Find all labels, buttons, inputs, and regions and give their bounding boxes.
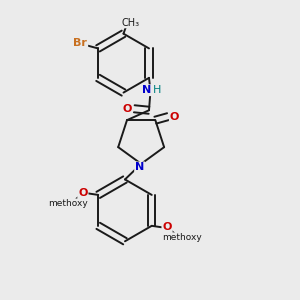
- Text: O: O: [78, 188, 88, 198]
- Text: H: H: [153, 85, 161, 95]
- Text: O: O: [162, 222, 172, 232]
- Text: Br: Br: [74, 38, 87, 47]
- Text: methoxy: methoxy: [48, 199, 88, 208]
- Text: N: N: [135, 162, 144, 172]
- Text: CH₃: CH₃: [122, 17, 140, 28]
- Text: N: N: [142, 85, 152, 95]
- Text: methoxy: methoxy: [163, 233, 202, 242]
- Text: O: O: [170, 112, 179, 122]
- Text: O: O: [122, 104, 132, 114]
